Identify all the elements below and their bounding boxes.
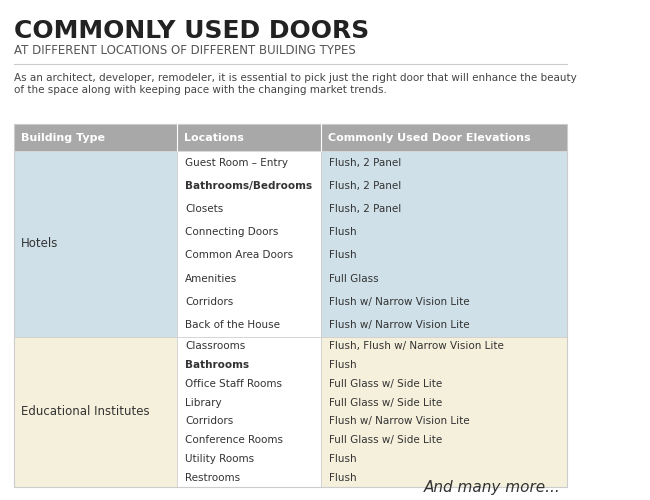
Text: Full Glass: Full Glass	[329, 274, 378, 283]
Text: Amenities: Amenities	[185, 274, 237, 283]
Text: Flush: Flush	[329, 250, 356, 260]
Text: Flush w/ Narrow Vision Lite: Flush w/ Narrow Vision Lite	[329, 320, 469, 330]
Text: Commonly Used Door Elevations: Commonly Used Door Elevations	[328, 132, 530, 142]
FancyBboxPatch shape	[14, 124, 567, 151]
Text: Classrooms: Classrooms	[185, 341, 246, 351]
Text: Educational Institutes: Educational Institutes	[21, 406, 150, 418]
Text: Back of the House: Back of the House	[185, 320, 280, 330]
Text: Corridors: Corridors	[185, 416, 233, 426]
Text: As an architect, developer, remodeler, it is essential to pick just the right do: As an architect, developer, remodeler, i…	[14, 73, 577, 94]
Text: Flush, Flush w/ Narrow Vision Lite: Flush, Flush w/ Narrow Vision Lite	[329, 341, 504, 351]
Text: Conference Rooms: Conference Rooms	[185, 435, 283, 445]
Text: Guest Room – Entry: Guest Room – Entry	[185, 158, 289, 168]
Text: Building Type: Building Type	[21, 132, 105, 142]
Text: Common Area Doors: Common Area Doors	[185, 250, 293, 260]
Text: Flush w/ Narrow Vision Lite: Flush w/ Narrow Vision Lite	[329, 416, 469, 426]
Text: AT DIFFERENT LOCATIONS OF DIFFERENT BUILDING TYPES: AT DIFFERENT LOCATIONS OF DIFFERENT BUIL…	[14, 44, 356, 58]
Text: Closets: Closets	[185, 204, 224, 214]
Text: Bathrooms/Bedrooms: Bathrooms/Bedrooms	[185, 181, 313, 191]
Text: COMMONLY USED DOORS: COMMONLY USED DOORS	[14, 18, 370, 42]
Text: Bathrooms: Bathrooms	[185, 360, 250, 370]
Text: Flush: Flush	[329, 454, 356, 464]
Text: Flush: Flush	[329, 473, 356, 483]
FancyBboxPatch shape	[14, 151, 177, 336]
FancyBboxPatch shape	[321, 151, 567, 336]
Text: Utility Rooms: Utility Rooms	[185, 454, 254, 464]
Text: Full Glass w/ Side Lite: Full Glass w/ Side Lite	[329, 435, 442, 445]
Text: Office Staff Rooms: Office Staff Rooms	[185, 378, 282, 388]
FancyBboxPatch shape	[321, 336, 567, 488]
Text: Full Glass w/ Side Lite: Full Glass w/ Side Lite	[329, 398, 442, 407]
Text: Connecting Doors: Connecting Doors	[185, 227, 279, 237]
Text: Flush, 2 Panel: Flush, 2 Panel	[329, 204, 401, 214]
Text: And many more...: And many more...	[424, 480, 561, 495]
Text: Flush w/ Narrow Vision Lite: Flush w/ Narrow Vision Lite	[329, 297, 469, 307]
FancyBboxPatch shape	[177, 336, 321, 488]
Text: Flush, 2 Panel: Flush, 2 Panel	[329, 158, 401, 168]
Text: Flush: Flush	[329, 360, 356, 370]
Text: Restrooms: Restrooms	[185, 473, 240, 483]
FancyBboxPatch shape	[177, 151, 321, 336]
Text: Corridors: Corridors	[185, 297, 233, 307]
Text: Flush: Flush	[329, 227, 356, 237]
Text: Library: Library	[185, 398, 222, 407]
FancyBboxPatch shape	[14, 336, 177, 488]
Text: Locations: Locations	[184, 132, 244, 142]
Text: Hotels: Hotels	[21, 238, 58, 250]
Text: Full Glass w/ Side Lite: Full Glass w/ Side Lite	[329, 378, 442, 388]
Text: Flush, 2 Panel: Flush, 2 Panel	[329, 181, 401, 191]
